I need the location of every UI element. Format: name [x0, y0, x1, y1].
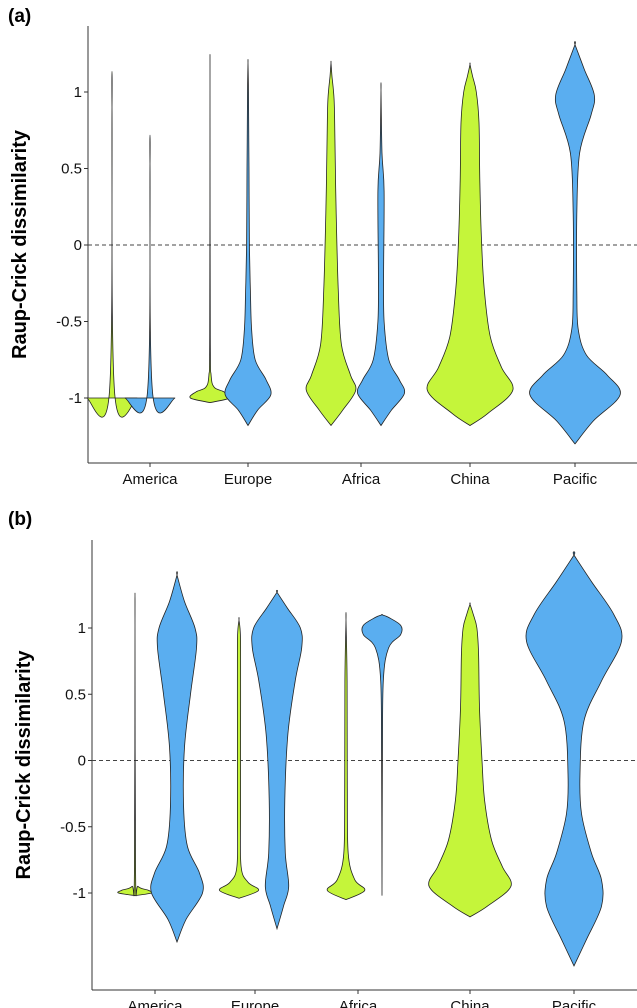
y-tick-label: -0.5 — [60, 819, 86, 836]
violin-africa-series2 — [356, 82, 406, 427]
x-tick-label: Pacific — [552, 998, 597, 1008]
x-tick-label: America — [127, 998, 183, 1008]
x-tick-label: America — [122, 471, 178, 488]
y-tick-label: 1 — [74, 84, 82, 101]
x-tick-label: China — [450, 471, 490, 488]
y-axis-title: Raup-Crick dissimilarity — [9, 129, 31, 359]
y-tick-label: 0 — [74, 237, 82, 254]
violin-africa-series2 — [361, 614, 403, 896]
y-tick-label: -1 — [69, 390, 82, 407]
violin-china-series1 — [428, 602, 512, 918]
violin-europe-series2 — [251, 589, 303, 931]
x-tick-label: Europe — [224, 471, 272, 488]
panel-b-label: (b) — [8, 509, 32, 530]
violin-america-series1 — [86, 70, 138, 418]
violin-america-series2 — [150, 571, 204, 944]
x-tick-label: Africa — [342, 471, 381, 488]
y-tick-label: 0.5 — [61, 161, 82, 178]
y-tick-label: 0 — [78, 753, 86, 770]
violin-africa-series1 — [326, 612, 366, 901]
x-tick-label: Europe — [231, 998, 279, 1008]
x-tick-label: Pacific — [553, 471, 598, 488]
violin-europe-series2 — [224, 58, 272, 427]
violin-china-series1 — [426, 62, 514, 426]
violin-america-series2 — [124, 134, 176, 414]
violin-pacific-series2 — [529, 41, 621, 445]
x-tick-label: Africa — [339, 998, 378, 1008]
violin-europe-series1 — [218, 616, 260, 899]
x-tick-label: China — [450, 998, 490, 1008]
y-tick-label: 0.5 — [65, 686, 86, 703]
panel-a: 1 0.5 0 -0.5 -1 Raup-Crick dissimilarity Ameri… — [9, 26, 637, 488]
y-tick-label: -0.5 — [56, 314, 82, 331]
panel-a-label: (a) — [8, 6, 31, 27]
violin-africa-series1 — [305, 60, 357, 427]
y-tick-label: 1 — [78, 620, 86, 637]
violin-pacific-series2 — [525, 551, 623, 967]
panel-b: 1 0.5 0 -0.5 -1 Raup-Crick dissimilarity Ameri… — [13, 540, 637, 1008]
y-tick-label: -1 — [73, 885, 86, 902]
violin-america-series1 — [117, 592, 153, 897]
violin-europe-series1 — [189, 54, 231, 404]
y-axis-title: Raup-Crick dissimilarity — [13, 650, 35, 880]
